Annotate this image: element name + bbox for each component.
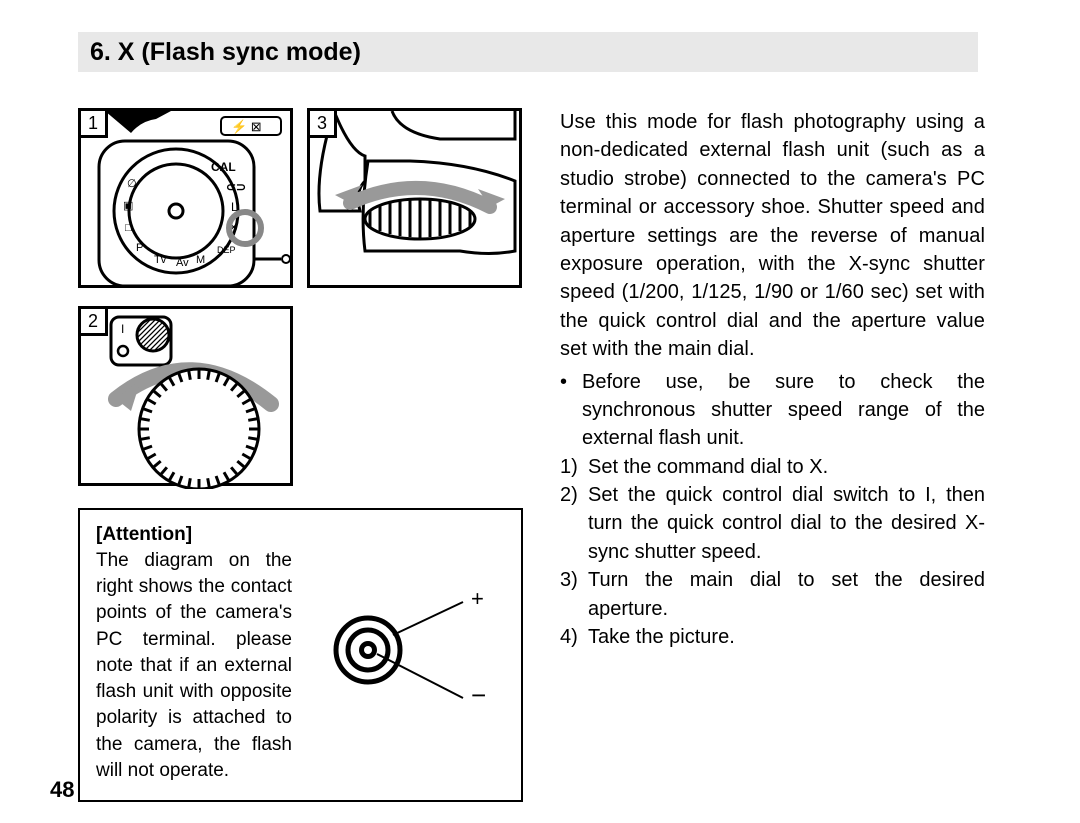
svg-text:P: P <box>136 242 143 254</box>
figure-2: 2 I <box>78 306 293 486</box>
figure-1-label: 1 <box>81 111 108 138</box>
step-2-num: 2) <box>560 481 588 566</box>
step-3: 3) Turn the main dial to set the desired… <box>560 566 985 623</box>
right-column: Use this mode for flash photography usin… <box>560 108 985 651</box>
figure-3-label: 3 <box>310 111 337 138</box>
svg-text:CAL: CAL <box>211 160 236 174</box>
figure-1-illustration: ⚡ ⊠ CAL ⊂⊃ L ✕ DEP M Av Tv P □ <box>81 111 296 291</box>
svg-text:⊂⊃: ⊂⊃ <box>226 180 246 194</box>
figure-3-illustration <box>310 111 525 291</box>
svg-text:▣: ▣ <box>123 200 133 212</box>
step-4-text: Take the picture. <box>588 623 985 651</box>
figure-1: 1 ⚡ ⊠ CAL ⊂⊃ L ✕ DEP <box>78 108 293 288</box>
bullet-text: Before use, be sure to check the synchro… <box>582 368 985 453</box>
step-1-text: Set the command dial to X. <box>588 453 985 481</box>
step-3-num: 3) <box>560 566 588 623</box>
plus-label: + <box>471 586 484 611</box>
step-3-text: Turn the main dial to set the desired ap… <box>588 566 985 623</box>
intro-paragraph: Use this mode for flash photography usin… <box>560 108 985 364</box>
svg-text:⚡ ⊠: ⚡ ⊠ <box>231 119 262 135</box>
svg-text:□: □ <box>125 222 132 234</box>
bullet-dot-icon: • <box>560 368 582 453</box>
figure-2-label: 2 <box>81 309 108 336</box>
pc-terminal-diagram: + − <box>313 570 503 730</box>
figure-2-illustration: I <box>81 309 296 489</box>
svg-text:DEP: DEP <box>217 245 236 255</box>
step-4: 4) Take the picture. <box>560 623 985 651</box>
figure-row-top: 1 ⚡ ⊠ CAL ⊂⊃ L ✕ DEP <box>78 108 523 288</box>
attention-text: The diagram on the right shows the conta… <box>96 548 292 784</box>
step-2: 2) Set the quick control dial switch to … <box>560 481 985 566</box>
step-1: 1) Set the command dial to X. <box>560 453 985 481</box>
left-column: 1 ⚡ ⊠ CAL ⊂⊃ L ✕ DEP <box>78 108 523 802</box>
svg-text:Tv: Tv <box>154 254 167 266</box>
section-header: 6. X (Flash sync mode) <box>78 32 978 72</box>
step-1-num: 1) <box>560 453 588 481</box>
step-2-text: Set the quick control dial switch to I, … <box>588 481 985 566</box>
figure-3: 3 <box>307 108 522 288</box>
page-number: 48 <box>50 777 74 803</box>
section-title: 6. X (Flash sync mode) <box>90 38 361 67</box>
svg-text:Av: Av <box>176 257 189 269</box>
bullet-note: • Before use, be sure to check the synch… <box>560 368 985 453</box>
svg-text:I: I <box>121 322 124 336</box>
step-4-num: 4) <box>560 623 588 651</box>
attention-box: [Attention] The diagram on the right sho… <box>78 508 523 802</box>
svg-text:M: M <box>196 254 205 266</box>
attention-title: [Attention] <box>96 524 505 546</box>
svg-text:∅: ∅ <box>127 178 137 190</box>
minus-label: − <box>471 680 486 710</box>
manual-page: 6. X (Flash sync mode) 1 ⚡ ⊠ CAL <box>0 0 1080 823</box>
